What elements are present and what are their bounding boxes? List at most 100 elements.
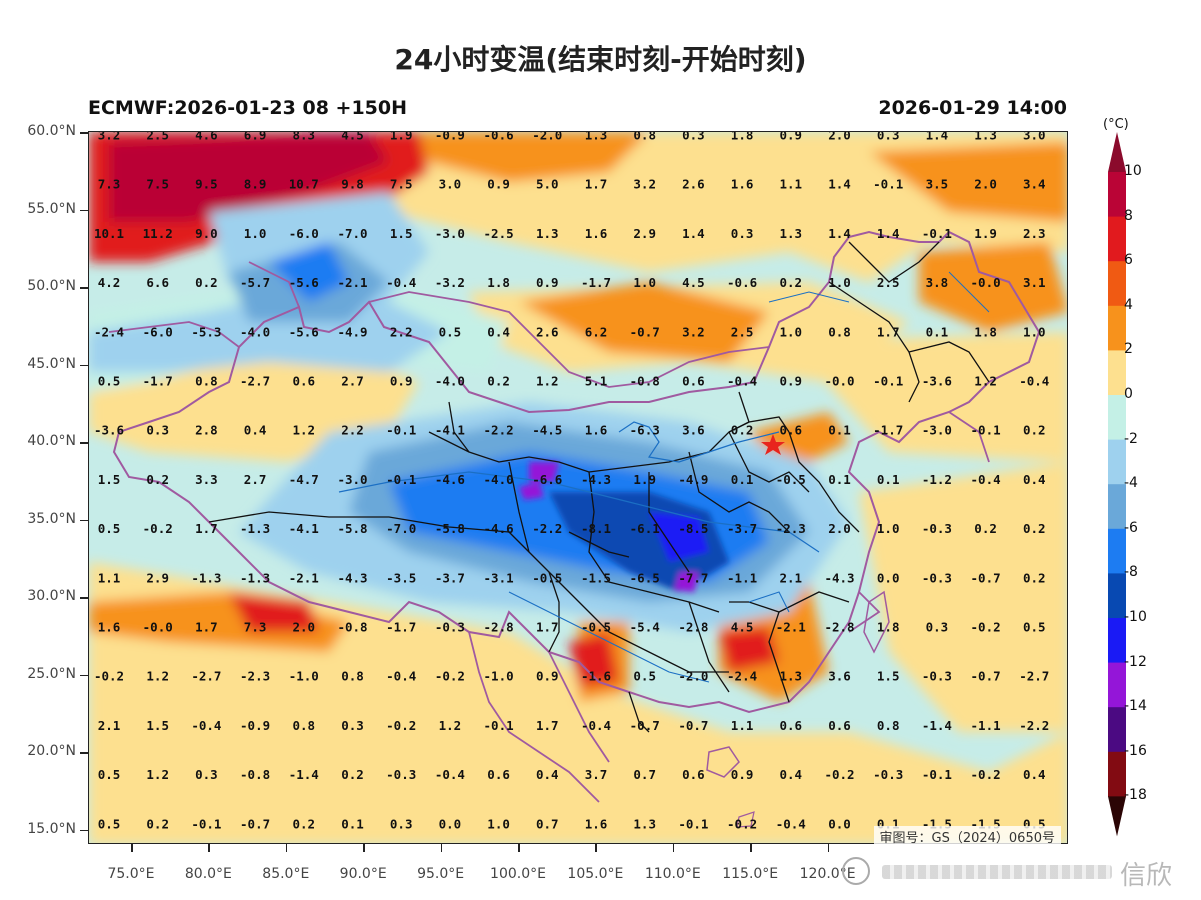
grid-value: 1.5 <box>877 669 900 684</box>
grid-value: 0.0 <box>877 570 900 585</box>
grid-value: -5.7 <box>240 275 270 290</box>
grid-value: -1.4 <box>289 767 319 782</box>
grid-value: 1.6 <box>585 816 608 831</box>
grid-value: -2.2 <box>484 423 514 438</box>
grid-value: -4.6 <box>435 472 465 487</box>
colorbar-segment <box>1108 395 1126 441</box>
grid-value: -1.2 <box>922 472 952 487</box>
grid-value: 1.5 <box>146 718 169 733</box>
grid-value: -3.0 <box>337 472 367 487</box>
longitude-label: 115.0°E <box>722 866 779 882</box>
grid-value: 0.6 <box>487 767 510 782</box>
grid-value: 0.4 <box>536 767 559 782</box>
colorbar-label: -16 <box>1124 742 1147 759</box>
grid-value: -0.9 <box>240 718 270 733</box>
longitude-tick <box>595 844 597 852</box>
grid-value: -0.4 <box>776 816 806 831</box>
grid-value: -1.1 <box>727 570 757 585</box>
borders-layer <box>108 230 1041 828</box>
grid-value: 10.1 <box>94 226 124 241</box>
grid-value: 9.8 <box>341 177 364 192</box>
grid-value: -3.6 <box>94 423 124 438</box>
grid-value: -6.5 <box>630 570 660 585</box>
grid-value: 1.4 <box>926 132 949 143</box>
grid-value: -0.4 <box>435 767 465 782</box>
colorbar <box>1108 132 1126 837</box>
grid-value: -2.2 <box>1019 718 1049 733</box>
grid-value: -8.1 <box>581 521 611 536</box>
grid-value: 2.2 <box>390 324 413 339</box>
grid-value: -3.6 <box>922 374 952 389</box>
grid-value: -0.2 <box>971 620 1001 635</box>
grid-value: -0.9 <box>435 132 465 143</box>
grid-value: -4.3 <box>581 472 611 487</box>
longitude-label: 90.0°E <box>339 866 387 882</box>
grid-value: 1.0 <box>828 275 851 290</box>
grid-value: -0.1 <box>678 816 708 831</box>
latitude-label: 25.0°N <box>27 665 76 682</box>
grid-value: -0.5 <box>776 472 806 487</box>
beijing-star-marker <box>761 434 785 455</box>
grid-value: -1.1 <box>971 718 1001 733</box>
grid-value: 1.0 <box>633 275 656 290</box>
colorbar-label: -12 <box>1124 653 1147 670</box>
longitude-tick <box>518 844 520 852</box>
grid-value: 1.6 <box>731 177 754 192</box>
grid-value: 0.2 <box>974 521 997 536</box>
latitude-label: 40.0°N <box>27 433 76 449</box>
grid-value: 2.1 <box>98 718 121 733</box>
grid-value: -2.0 <box>532 132 562 143</box>
grid-value: 1.2 <box>146 767 169 782</box>
colorbar-label: -14 <box>1124 698 1147 715</box>
grid-value: -0.7 <box>971 570 1001 585</box>
grid-value: 3.2 <box>633 177 656 192</box>
longitude-label: 100.0°E <box>490 866 546 882</box>
latitude-label: 15.0°N <box>27 820 76 837</box>
colorbar-bottom-arrow <box>1108 796 1126 837</box>
grid-value: -2.4 <box>94 324 124 339</box>
grid-value: 2.3 <box>1023 226 1046 241</box>
grid-value: 6.6 <box>146 275 169 290</box>
grid-value: 0.9 <box>780 374 803 389</box>
grid-value: -0.7 <box>630 718 660 733</box>
grid-value: -0.1 <box>386 423 416 438</box>
grid-value: 1.3 <box>974 132 997 143</box>
grid-value: -0.5 <box>532 570 562 585</box>
model-run-label: ECMWF:2026-01-23 08 +150H <box>88 97 408 119</box>
grid-value: -6.0 <box>289 226 319 241</box>
grid-value: 0.5 <box>439 324 462 339</box>
grid-value: 0.3 <box>682 132 705 143</box>
grid-value: -0.0 <box>824 374 854 389</box>
grid-value: 1.6 <box>585 423 608 438</box>
grid-value: 3.5 <box>926 177 949 192</box>
colorbar-segment <box>1108 484 1126 530</box>
grid-value: -0.3 <box>922 669 952 684</box>
grid-value: 3.8 <box>926 275 949 290</box>
colorbar-label: 0 <box>1124 386 1133 402</box>
grid-value: 1.3 <box>633 816 656 831</box>
grid-value: 0.2 <box>293 816 316 831</box>
grid-value: 0.2 <box>146 472 169 487</box>
grid-value: 0.8 <box>828 324 851 339</box>
grid-value: -0.0 <box>143 620 173 635</box>
colorbar-segment <box>1108 751 1126 797</box>
grid-value: 3.7 <box>585 767 608 782</box>
grid-value: 8.9 <box>244 177 267 192</box>
grid-value: -0.2 <box>143 521 173 536</box>
colorbar-segment <box>1108 305 1126 351</box>
grid-value: -2.1 <box>776 620 806 635</box>
longitude-tick <box>131 844 133 852</box>
grid-value: 0.9 <box>390 374 413 389</box>
grid-value: 3.3 <box>195 472 218 487</box>
grid-value: 0.1 <box>926 324 949 339</box>
grid-value: 0.4 <box>244 423 267 438</box>
grid-value: -0.8 <box>240 767 270 782</box>
grid-value: 2.7 <box>341 374 364 389</box>
longitude-label: 75.0°E <box>107 866 155 882</box>
grid-value: -5.6 <box>289 275 319 290</box>
colorbar-label: 10 <box>1124 163 1142 179</box>
grid-value: 0.3 <box>146 423 169 438</box>
grid-value: -6.3 <box>630 423 660 438</box>
grid-value: -7.0 <box>337 226 367 241</box>
grid-value-labels: 3.2 2.5 4.6 6.9 8.3 4.5 1.9 -0.9 -0.6 -2.0 1.3 0.8 0… <box>94 132 1049 831</box>
